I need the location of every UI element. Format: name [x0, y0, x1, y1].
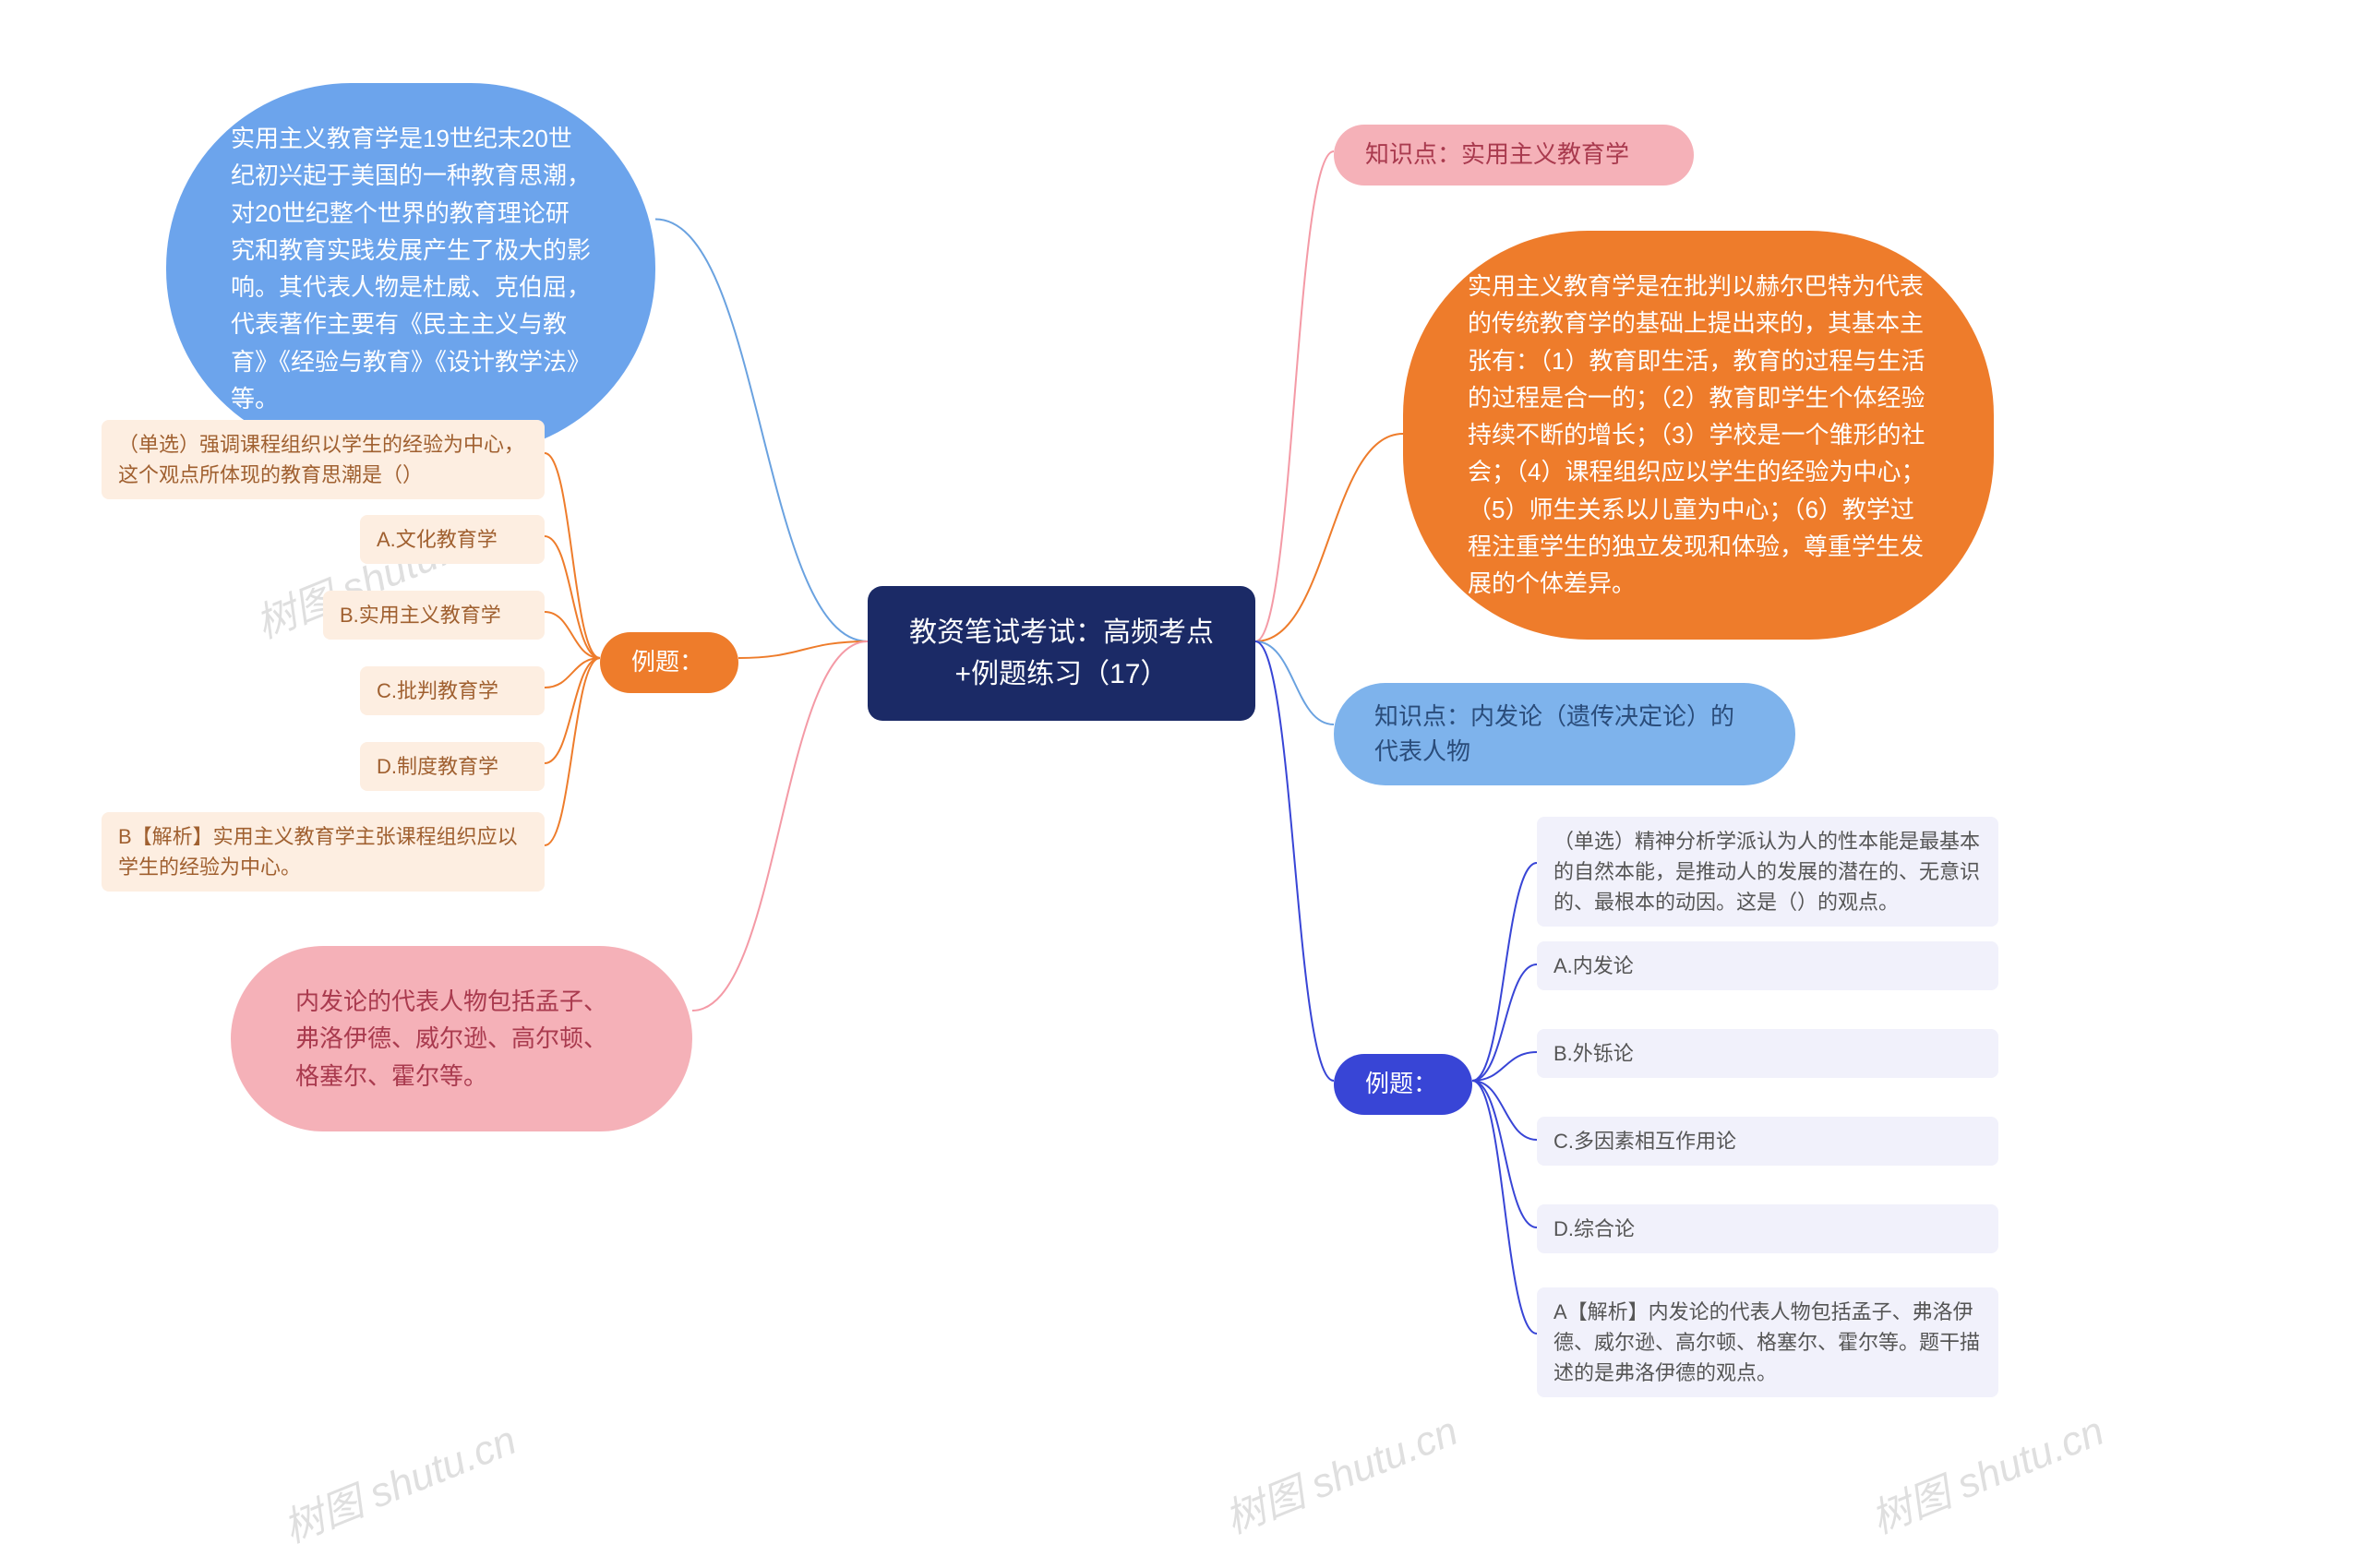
branch-l2[interactable]: 例题：	[600, 632, 738, 693]
branch-r4[interactable]: 例题：	[1334, 1054, 1472, 1115]
leaf-l2-2[interactable]: B.实用主义教育学	[323, 591, 545, 640]
leaf-r4-3[interactable]: C.多因素相互作用论	[1537, 1117, 1998, 1166]
branch-l3[interactable]: 内发论的代表人物包括孟子、弗洛伊德、威尔逊、高尔顿、格塞尔、霍尔等。	[231, 946, 692, 1131]
leaf-r4-4[interactable]: D.综合论	[1537, 1204, 1998, 1253]
branch-r2[interactable]: 实用主义教育学是在批判以赫尔巴特为代表的传统教育学的基础上提出来的，其基本主张有…	[1403, 231, 1994, 640]
leaf-r4-5[interactable]: A【解析】内发论的代表人物包括孟子、弗洛伊德、威尔逊、高尔顿、格塞尔、霍尔等。题…	[1537, 1287, 1998, 1397]
leaf-l2-4[interactable]: D.制度教育学	[360, 742, 545, 791]
branch-r3[interactable]: 知识点：内发论（遗传决定论）的代表人物	[1334, 683, 1795, 785]
watermark-4: 树图 shutu.cn	[1861, 1398, 2111, 1545]
watermark-2: 树图 shutu.cn	[273, 1407, 523, 1554]
leaf-r4-0[interactable]: （单选）精神分析学派认为人的性本能是最基本的自然本能，是推动人的发展的潜在的、无…	[1537, 817, 1998, 927]
watermark-3: 树图 shutu.cn	[1215, 1398, 1465, 1545]
leaf-l2-0[interactable]: （单选）强调课程组织以学生的经验为中心，这个观点所体现的教育思潮是（）	[102, 420, 545, 499]
leaf-l2-5[interactable]: B【解析】实用主义教育学主张课程组织应以学生的经验为中心。	[102, 812, 545, 892]
branch-l1[interactable]: 实用主义教育学是19世纪末20世纪初兴起于美国的一种教育思潮，对20世纪整个世界…	[166, 83, 655, 454]
branch-r1[interactable]: 知识点：实用主义教育学	[1334, 125, 1694, 186]
center-topic[interactable]: 教资笔试考试：高频考点 +例题练习（17）	[868, 586, 1255, 721]
leaf-r4-2[interactable]: B.外铄论	[1537, 1029, 1998, 1078]
leaf-r4-1[interactable]: A.内发论	[1537, 941, 1998, 990]
leaf-l2-3[interactable]: C.批判教育学	[360, 666, 545, 715]
leaf-l2-1[interactable]: A.文化教育学	[360, 515, 545, 564]
